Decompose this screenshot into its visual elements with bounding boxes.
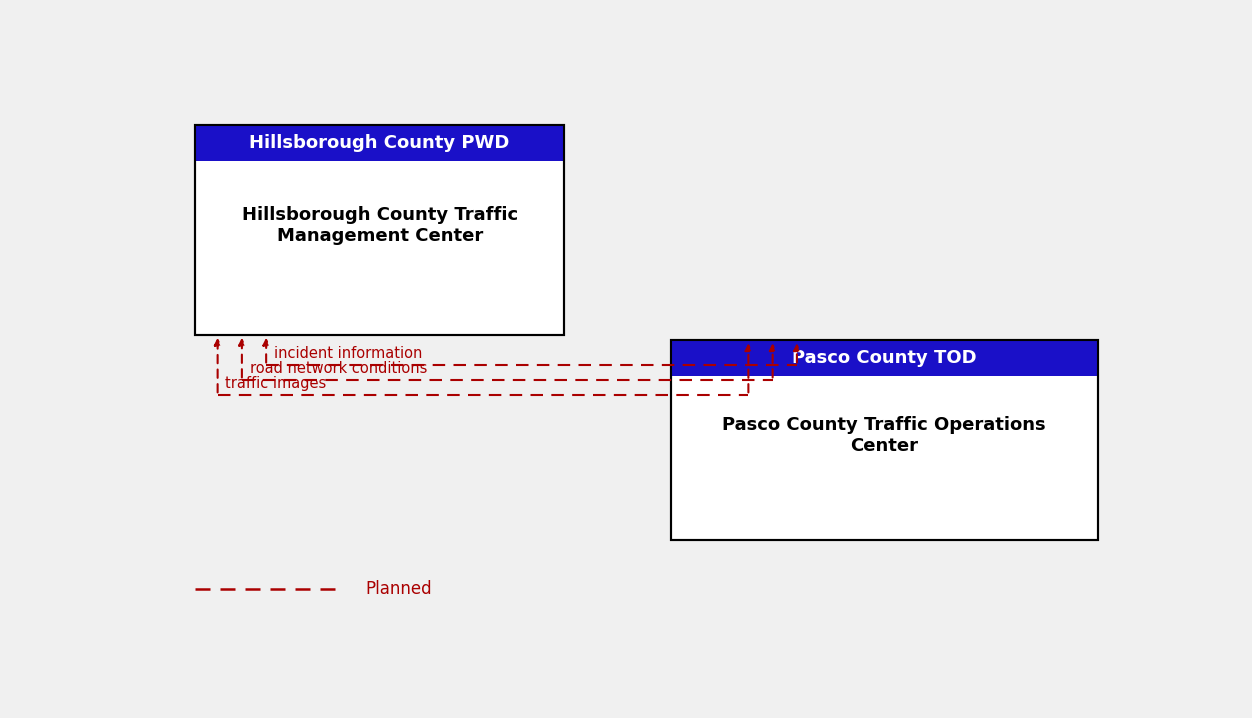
Bar	[195, 125, 563, 335]
Text: traffic images: traffic images	[225, 376, 327, 391]
Text: Hillsborough County Traffic
Management Center: Hillsborough County Traffic Management C…	[242, 206, 518, 245]
Text: Pasco County Traffic Operations
Center: Pasco County Traffic Operations Center	[722, 416, 1045, 455]
Text: Planned: Planned	[366, 580, 432, 598]
Bar	[671, 340, 1098, 539]
Bar	[671, 340, 1098, 376]
Text: road network conditions: road network conditions	[249, 361, 427, 376]
Bar	[195, 125, 563, 335]
Text: Hillsborough County PWD: Hillsborough County PWD	[249, 134, 510, 151]
Bar	[671, 340, 1098, 539]
Text: incident information: incident information	[274, 347, 422, 361]
Text: Pasco County TOD: Pasco County TOD	[793, 350, 977, 368]
Bar	[195, 125, 563, 161]
